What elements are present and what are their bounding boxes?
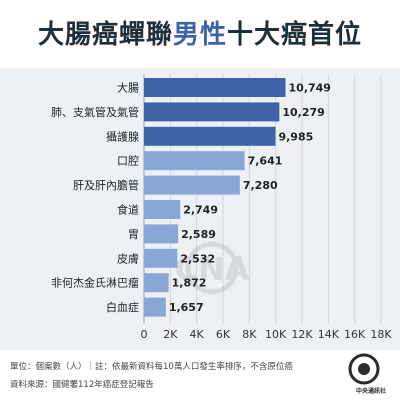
x-tick-label: 8K bbox=[242, 328, 257, 341]
x-tick-label: 0 bbox=[141, 328, 148, 341]
chart-title: 大腸癌蟬聯男性十大癌首位 bbox=[0, 14, 400, 51]
bar bbox=[144, 224, 179, 244]
x-tick-label: 6K bbox=[216, 328, 231, 341]
x-tick-label: 18K bbox=[370, 328, 392, 341]
footer-note: 單位：個案數（人）｜註：依最新資料每10萬人口發生率排序，不含原位癌 bbox=[10, 362, 293, 372]
title-part2: 十大癌首位 bbox=[227, 20, 363, 50]
bar-chart: CNA 10,749 10,279 9,985 7,641 7,280 2,749 2,58… bbox=[51, 74, 393, 341]
category-label: 皮膚 bbox=[117, 251, 139, 265]
value-label: 2,589 bbox=[181, 228, 216, 241]
category-label: 大腸 bbox=[117, 81, 139, 95]
category-label: 口腔 bbox=[117, 154, 139, 168]
cna-watermark: CNA bbox=[174, 241, 250, 295]
value-label: 7,280 bbox=[243, 179, 278, 192]
x-tick-label: 16K bbox=[344, 328, 366, 341]
value-label: 7,641 bbox=[248, 155, 283, 168]
title-part1: 大腸癌蟬聯 bbox=[37, 20, 173, 50]
value-label: 1,657 bbox=[169, 301, 204, 314]
x-tick-label: 4K bbox=[190, 328, 205, 341]
x-tick-label: 14K bbox=[318, 328, 340, 341]
category-label: 食道 bbox=[117, 203, 139, 217]
cna-logo-icon bbox=[348, 353, 380, 385]
category-label: 非何杰金氏淋巴瘤 bbox=[51, 276, 139, 290]
footer-source: 資料來源：國健署112年癌症登記報告 bbox=[10, 380, 154, 390]
category-label: 肝及肝內膽管 bbox=[73, 178, 139, 192]
value-label: 9,985 bbox=[278, 130, 313, 143]
value-label: 2,532 bbox=[180, 252, 215, 265]
bar bbox=[144, 102, 280, 122]
title-highlight: 男性 bbox=[172, 20, 227, 50]
value-label: 10,279 bbox=[282, 106, 324, 119]
footer: 單位：個案數（人）｜註：依最新資料每10萬人口發生率排序，不含原位癌 資料來源：… bbox=[0, 350, 400, 400]
value-label: 2,749 bbox=[183, 204, 218, 217]
bar bbox=[144, 200, 181, 219]
bar bbox=[144, 273, 169, 293]
x-tick-labels: 0 2K 4K 6K 8K 10K 12K 14K 16K 18K bbox=[141, 328, 393, 341]
x-tick-label: 10K bbox=[265, 328, 287, 341]
category-label: 攝護腺 bbox=[106, 129, 139, 143]
bar bbox=[144, 248, 178, 268]
logo-caption: 中央通訊社 bbox=[356, 388, 387, 395]
x-tick-label: 2K bbox=[163, 328, 178, 341]
bar bbox=[144, 126, 276, 146]
bar bbox=[144, 297, 166, 317]
x-tick-label: 12K bbox=[291, 328, 313, 341]
bar bbox=[144, 78, 286, 97]
value-label: 1,872 bbox=[172, 277, 207, 290]
watermark-text: CNA bbox=[174, 250, 249, 288]
category-label: 肺、支氣管及氣管 bbox=[51, 105, 139, 119]
bar bbox=[144, 151, 245, 171]
category-label: 白血症 bbox=[106, 300, 139, 314]
bars: 10,749 10,279 9,985 7,641 7,280 2,749 2,589 2,5… bbox=[144, 78, 331, 317]
bar bbox=[144, 175, 240, 195]
value-label: 10,749 bbox=[289, 82, 331, 95]
category-label: 胃 bbox=[128, 228, 139, 241]
